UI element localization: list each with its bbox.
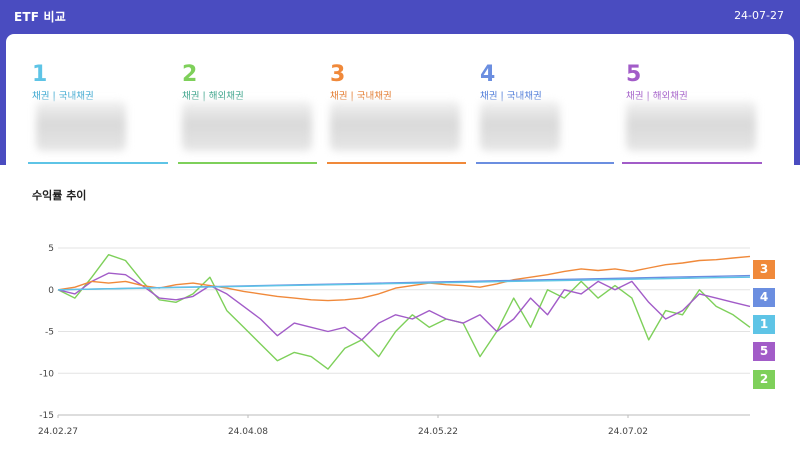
etf-category: 채권 | 해외채권 — [182, 91, 244, 102]
header-date: 24-07-27 — [734, 9, 784, 22]
etf-underline-2 — [178, 162, 317, 164]
etf-category: 채권 | 해외채권 — [626, 91, 688, 102]
etf-category: 채권 | 국내채권 — [330, 91, 392, 102]
etf-underline-1 — [28, 162, 168, 164]
etf-number: 3 — [330, 62, 346, 87]
series-line-2 — [57, 253, 751, 370]
redacted-etf-name — [626, 101, 756, 151]
chart-y-ticks: 5 0 -5 -10 -15 — [39, 244, 54, 421]
chart-grid — [58, 247, 750, 416]
etf-card-3[interactable]: 3 채권 | 국내채권 — [330, 62, 470, 103]
redacted-etf-name — [182, 101, 312, 151]
etf-card-2[interactable]: 2 채권 | 해외채권 — [182, 62, 322, 103]
y-tick-label: -15 — [39, 411, 54, 421]
etf-card-1[interactable]: 1 채권 | 국내채권 — [32, 62, 172, 103]
etf-underline-5 — [622, 162, 762, 164]
y-tick-label: 5 — [48, 244, 54, 254]
redacted-etf-name — [330, 101, 460, 151]
redacted-etf-name — [36, 101, 126, 151]
chart-x-ticks: 24.02.27 24.04.08 24.05.22 24.07.02 — [38, 415, 648, 437]
y-tick-label: -5 — [45, 328, 54, 338]
etf-number: 1 — [32, 62, 48, 87]
legend-badge-2[interactable]: 2 — [753, 370, 775, 389]
etf-number: 2 — [182, 62, 198, 87]
legend-badge-1[interactable]: 1 — [753, 315, 775, 334]
etf-underline-4 — [476, 162, 614, 164]
y-tick-label: 0 — [48, 286, 54, 296]
y-tick-label: -10 — [39, 369, 54, 379]
etf-card-5[interactable]: 5 채권 | 해외채권 — [626, 62, 766, 103]
legend-badge-4[interactable]: 4 — [753, 288, 775, 307]
etf-underline-3 — [327, 162, 466, 164]
redacted-etf-name — [480, 101, 560, 151]
series-line-5 — [57, 272, 751, 341]
x-tick-label: 24.04.08 — [228, 427, 268, 437]
legend-badge-3[interactable]: 3 — [753, 260, 775, 279]
etf-category: 채권 | 국내채권 — [480, 91, 542, 102]
app-title: ETF 비교 — [14, 10, 67, 24]
chart-lines — [57, 253, 751, 370]
series-line-1 — [57, 276, 751, 291]
etf-number: 4 — [480, 62, 496, 87]
etf-number: 5 — [626, 62, 642, 87]
legend-badge-5[interactable]: 5 — [753, 342, 775, 361]
x-tick-label: 24.05.22 — [418, 427, 458, 437]
x-tick-label: 24.07.02 — [608, 427, 648, 437]
x-tick-label: 24.02.27 — [38, 427, 78, 437]
etf-card-4[interactable]: 4 채권 | 국내채권 — [480, 62, 620, 103]
series-line-3 — [57, 255, 751, 302]
section-title: 수익률 추이 — [32, 189, 87, 202]
etf-category: 채권 | 국내채권 — [32, 91, 94, 102]
